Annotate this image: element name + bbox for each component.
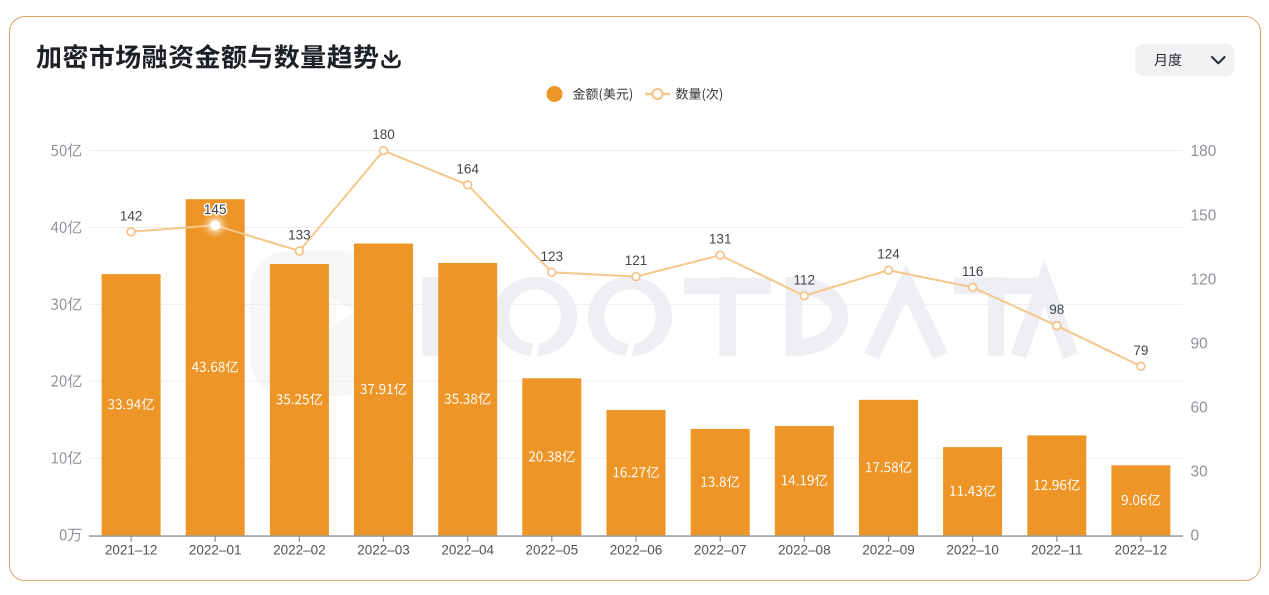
svg-text:180: 180: [1191, 143, 1217, 160]
svg-text:0: 0: [1191, 528, 1200, 545]
svg-text:2022–09: 2022–09: [862, 543, 915, 558]
svg-text:150: 150: [1191, 207, 1217, 224]
svg-text:2022–07: 2022–07: [694, 543, 747, 558]
svg-text:30: 30: [1191, 464, 1209, 481]
svg-text:131: 131: [709, 232, 732, 247]
svg-text:145: 145: [204, 202, 227, 217]
svg-text:2022–02: 2022–02: [273, 543, 326, 558]
svg-text:120: 120: [1191, 271, 1217, 288]
svg-text:79: 79: [1133, 343, 1148, 358]
svg-text:2022–05: 2022–05: [526, 543, 579, 558]
svg-text:2022–03: 2022–03: [357, 543, 410, 558]
svg-text:2022–10: 2022–10: [946, 543, 999, 558]
svg-text:2022–08: 2022–08: [778, 543, 831, 558]
svg-text:180: 180: [372, 127, 395, 142]
svg-text:98: 98: [1049, 302, 1064, 317]
svg-text:164: 164: [456, 161, 479, 176]
svg-text:2022–11: 2022–11: [1031, 543, 1083, 558]
svg-text:121: 121: [625, 253, 648, 268]
svg-text:142: 142: [120, 208, 143, 223]
svg-text:133: 133: [288, 228, 311, 243]
svg-text:112: 112: [794, 272, 816, 287]
svg-text:2022–01: 2022–01: [189, 543, 242, 558]
svg-text:2022–04: 2022–04: [441, 543, 494, 558]
svg-text:2022–12: 2022–12: [1115, 543, 1168, 558]
svg-text:60: 60: [1191, 400, 1209, 417]
svg-text:116: 116: [962, 264, 984, 279]
svg-text:2022–06: 2022–06: [610, 543, 663, 558]
svg-text:124: 124: [877, 247, 900, 262]
svg-text:2021–12: 2021–12: [105, 543, 158, 558]
svg-text:123: 123: [541, 249, 564, 264]
svg-text:90: 90: [1191, 335, 1209, 352]
